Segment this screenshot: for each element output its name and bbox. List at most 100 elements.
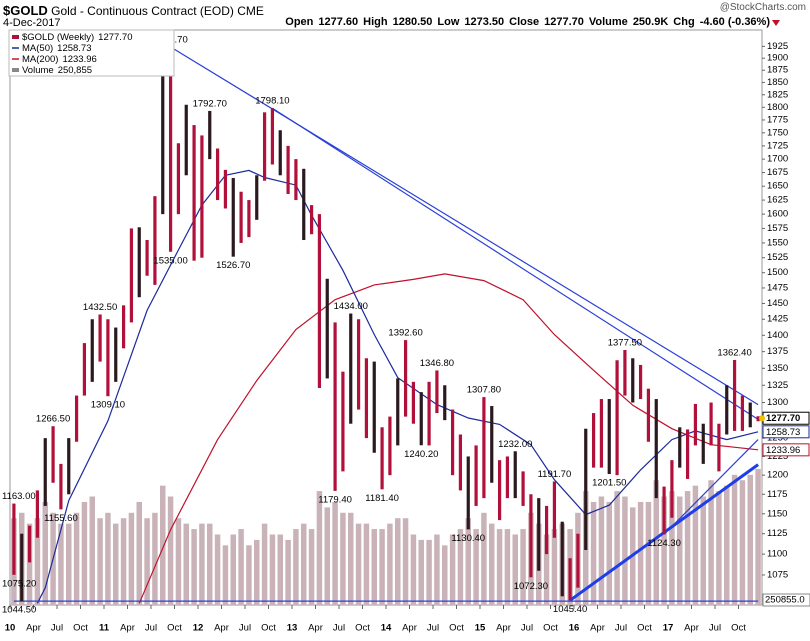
price-bar <box>145 240 149 276</box>
price-bar <box>482 397 486 499</box>
volume-bar <box>598 496 605 605</box>
volume-bar <box>277 534 283 605</box>
volume-bar <box>426 539 432 605</box>
volume-bar <box>246 545 252 605</box>
volume-last-box <box>762 593 810 607</box>
price-bar <box>560 521 564 597</box>
legend-label: $GOLD (Weekly) 1277.70 <box>22 32 133 43</box>
volume-bar <box>183 523 189 605</box>
stat-value: 1280.50 <box>392 16 433 28</box>
volume-bar <box>73 512 80 605</box>
price-bar <box>349 313 353 424</box>
price-bar <box>364 358 369 439</box>
price-bar <box>114 327 118 382</box>
price-bar <box>443 385 447 421</box>
price-bar <box>599 399 604 468</box>
stat-label: Open <box>285 16 314 28</box>
symbol-line: $GOLD Gold - Continuous Contract (EOD) C… <box>3 3 264 18</box>
volume-bar <box>606 501 612 605</box>
x-tick-label: Jul <box>521 623 533 634</box>
volume-bar <box>590 501 597 605</box>
price-bar <box>466 456 470 530</box>
volume-bar <box>26 523 33 605</box>
volume-bar <box>434 534 440 605</box>
x-tick-label: Apr <box>308 623 323 634</box>
volume-bar <box>120 518 127 605</box>
volume-bar <box>395 518 401 605</box>
y-tick-label: 1225 <box>767 451 788 462</box>
volume-bar <box>442 545 448 605</box>
y-tick-label: 1500 <box>767 267 788 278</box>
volume-bar <box>191 529 197 605</box>
annotation: 1191.70 <box>538 469 572 480</box>
price-bar <box>372 361 376 453</box>
volume-bar <box>214 534 221 605</box>
stat-label: Volume <box>588 16 628 28</box>
x-tick-label: Oct <box>731 623 746 634</box>
y-tick-label: 1900 <box>767 53 788 64</box>
price-bar <box>474 445 478 506</box>
legend-value: 1258.73 <box>57 43 91 54</box>
price-bar <box>98 314 102 362</box>
volume-bar <box>661 496 667 605</box>
annotation: 1179.40 <box>318 494 352 505</box>
price-last-label: 1277.70 <box>766 413 800 424</box>
moving-average-line <box>138 273 759 604</box>
price-bar <box>623 349 627 396</box>
y-tick-label: 1700 <box>767 154 788 165</box>
volume-bar <box>465 518 471 605</box>
volume-bar <box>42 501 48 605</box>
legend-name: MA(200) <box>22 54 58 65</box>
volume-bar <box>58 523 64 605</box>
price-bar <box>153 196 157 285</box>
volume-bar <box>387 523 393 605</box>
price-bar <box>607 399 611 475</box>
volume-bar <box>324 507 330 605</box>
price-bar <box>90 319 94 382</box>
x-tick-label: Oct <box>261 623 276 634</box>
y-tick-label: 1125 <box>767 528 787 539</box>
volume-bar <box>457 529 464 605</box>
x-tick-label: Apr <box>26 623 41 634</box>
price-bar <box>631 358 635 403</box>
legend-name: $GOLD (Weekly) <box>22 32 94 43</box>
volume-bar <box>418 539 424 605</box>
price-bar <box>615 360 619 476</box>
x-tick-label: Jul <box>709 623 721 634</box>
volume-bar <box>614 491 620 605</box>
price-bar <box>325 278 329 379</box>
x-tick-label: Apr <box>120 623 135 634</box>
annotation: 1124.30 <box>647 538 681 549</box>
annotation: 1240.20 <box>404 449 438 460</box>
x-tick-label: 13 <box>287 623 298 634</box>
price-bar <box>490 406 494 483</box>
price-bar <box>419 392 423 446</box>
volume-bar <box>363 523 370 605</box>
price-bar <box>411 381 416 424</box>
stats: Open 1277.60 High 1280.50 Low 1273.50 Close 127… <box>280 16 770 28</box>
stat-label: Close <box>509 16 540 28</box>
volume-bar <box>332 501 338 605</box>
volume-bar <box>199 523 205 605</box>
legend-label: MA(200) 1233.96 <box>22 54 97 65</box>
volume-bar <box>489 523 495 605</box>
annotation: 1362.40 <box>717 348 751 359</box>
price-bar <box>717 423 721 472</box>
price-bar <box>693 403 698 446</box>
y-tick-label: 1150 <box>767 508 787 519</box>
volume-bar <box>724 485 730 605</box>
x-tick-label: Oct <box>167 623 182 634</box>
x-tick-label: Apr <box>496 623 511 634</box>
x-tick-label: Jul <box>333 623 345 634</box>
volume-bar <box>97 518 103 605</box>
price-bar <box>709 402 713 446</box>
y-tick-label: 1875 <box>767 65 788 76</box>
legend-box <box>8 29 175 77</box>
price-bar <box>255 175 259 220</box>
volume-bar <box>481 512 487 605</box>
stat-value: 1273.50 <box>464 16 505 28</box>
volume-bar <box>716 491 722 605</box>
price-bar <box>435 370 439 414</box>
